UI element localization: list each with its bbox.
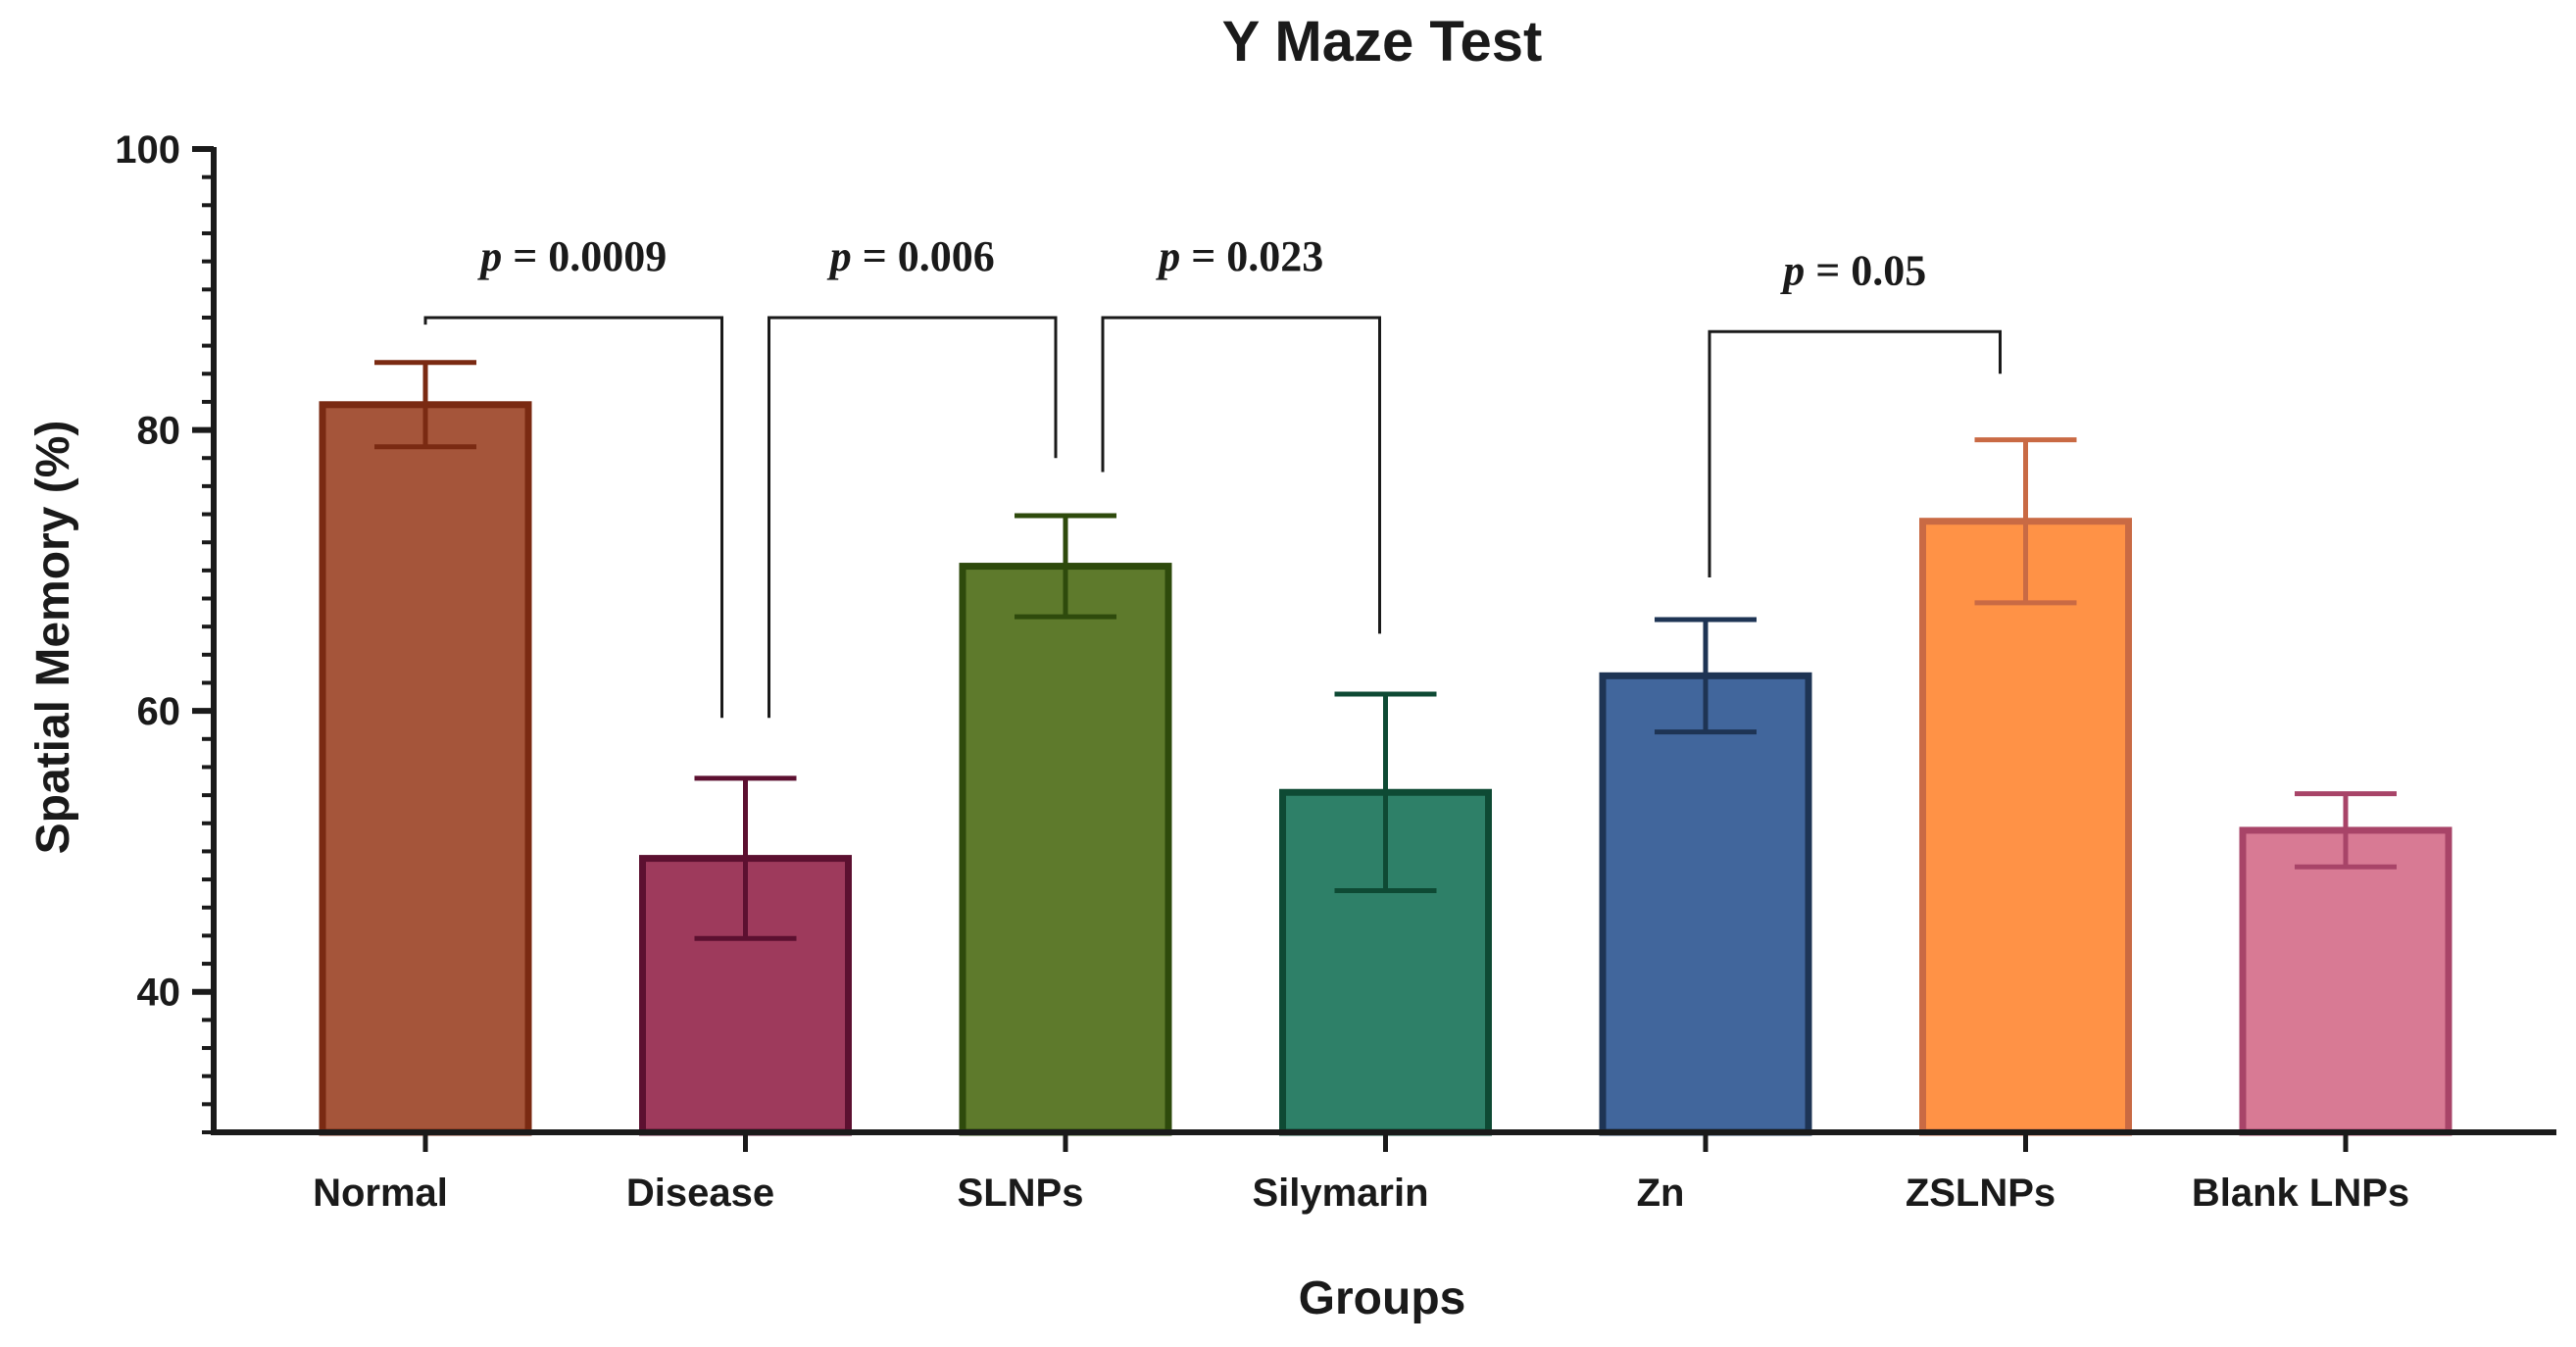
p-value-label-3: p = 0.05 — [1779, 246, 1926, 294]
significance-bracket-2 — [1101, 316, 1381, 634]
plot-area: 40 60 80 100 Normal Disease SLNPs Silymarin Zn ZS… — [115, 128, 2556, 1215]
p-symbol: p — [826, 232, 852, 280]
y-tick-label: 60 — [137, 690, 181, 733]
p-symbol: p — [1155, 232, 1180, 280]
y-tick-label: 80 — [137, 410, 181, 453]
significance-bracket-3 — [1708, 329, 2002, 578]
p-value-label-2: p = 0.023 — [1155, 232, 1323, 280]
bar-zslnps — [1919, 518, 2132, 1136]
bar-normal — [319, 401, 532, 1136]
p-value-label-1: p = 0.006 — [826, 232, 995, 280]
bar-blank-lnps — [2239, 826, 2452, 1136]
significance-bracket-1 — [768, 316, 1058, 719]
x-tick-label: Zn — [1637, 1172, 1685, 1215]
x-tick-label: ZSLNPs — [1906, 1172, 2056, 1215]
y-axis-label: Spatial Memory (%) — [27, 421, 79, 855]
p-value-text: = 0.023 — [1180, 232, 1323, 280]
p-value-text: = 0.05 — [1805, 246, 1926, 294]
x-tick-label: Disease — [626, 1172, 774, 1215]
x-tick-label: Blank LNPs — [2192, 1172, 2409, 1215]
bar-slnps — [959, 563, 1172, 1136]
x-axis-label: Groups — [1299, 1272, 1466, 1324]
bar-zn — [1599, 672, 1812, 1136]
chart-title: Y Maze Test — [1222, 10, 1543, 74]
p-value-text: = 0.0009 — [502, 232, 667, 280]
y-tick-label: 100 — [115, 128, 180, 172]
x-tick-label: SLNPs — [958, 1172, 1084, 1215]
significance-bracket-0 — [423, 316, 723, 719]
p-value-text: = 0.006 — [852, 232, 995, 280]
y-tick-label: 40 — [137, 972, 181, 1015]
x-tick-label: Normal — [313, 1172, 448, 1215]
p-symbol: p — [476, 232, 502, 280]
p-value-label-0: p = 0.0009 — [476, 232, 667, 280]
x-tick-label: Silymarin — [1252, 1172, 1428, 1215]
p-symbol: p — [1779, 246, 1805, 294]
